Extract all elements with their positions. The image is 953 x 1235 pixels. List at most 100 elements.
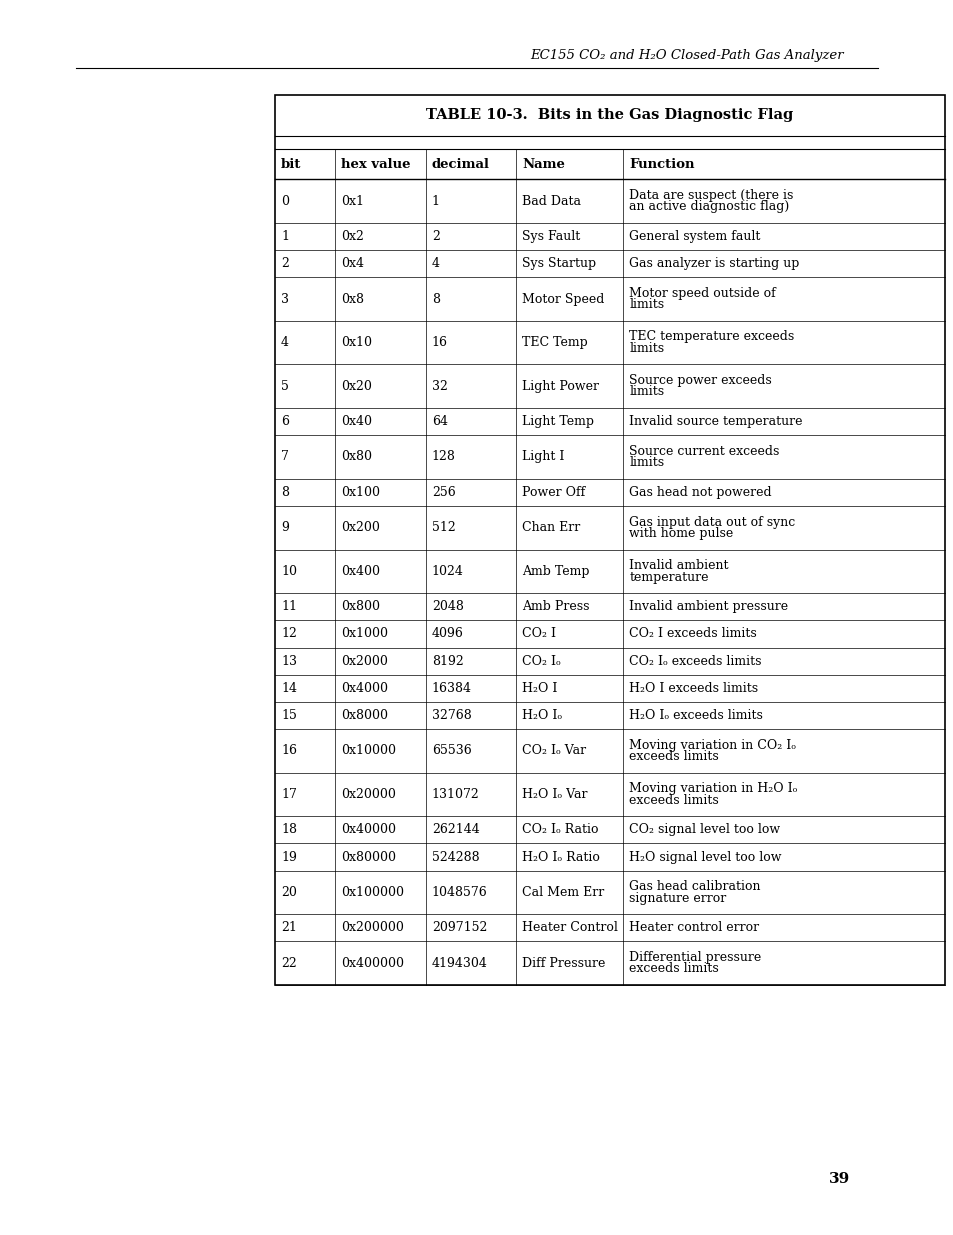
Text: 14: 14 [281, 682, 296, 695]
Text: 16: 16 [281, 745, 296, 757]
Text: 0x10000: 0x10000 [341, 745, 395, 757]
Text: CO₂ Iₒ Var: CO₂ Iₒ Var [521, 745, 586, 757]
Text: 16: 16 [432, 336, 447, 350]
Text: 19: 19 [281, 851, 296, 863]
Text: Name: Name [521, 158, 564, 170]
Text: Moving variation in CO₂ Iₒ: Moving variation in CO₂ Iₒ [629, 739, 796, 752]
Text: Source power exceeds: Source power exceeds [629, 374, 771, 387]
Text: Power Off: Power Off [521, 485, 585, 499]
Text: 131072: 131072 [432, 788, 479, 802]
Text: bit: bit [281, 158, 301, 170]
Text: 11: 11 [281, 600, 296, 614]
Text: 21: 21 [281, 921, 296, 935]
Text: with home pulse: with home pulse [629, 527, 733, 540]
Text: CO₂ I: CO₂ I [521, 627, 556, 641]
Text: Sys Fault: Sys Fault [521, 230, 579, 243]
Text: Heater Control: Heater Control [521, 921, 618, 935]
Text: 0x1: 0x1 [341, 195, 364, 207]
Text: 2: 2 [432, 230, 439, 243]
Text: Sys Startup: Sys Startup [521, 257, 596, 270]
Text: 1024: 1024 [432, 564, 463, 578]
Text: TEC Temp: TEC Temp [521, 336, 587, 350]
Text: H₂O Iₒ Ratio: H₂O Iₒ Ratio [521, 851, 599, 863]
Text: 39: 39 [828, 1172, 849, 1187]
Text: Cal Mem Err: Cal Mem Err [521, 885, 604, 899]
Text: Light Power: Light Power [521, 379, 598, 393]
Text: H₂O Iₒ: H₂O Iₒ [521, 709, 561, 722]
Text: 12: 12 [281, 627, 296, 641]
Text: 0x80000: 0x80000 [341, 851, 395, 863]
Text: 2048: 2048 [432, 600, 463, 614]
Text: 1: 1 [281, 230, 289, 243]
Text: 0x2: 0x2 [341, 230, 364, 243]
Text: 0x200: 0x200 [341, 521, 380, 535]
Text: Heater control error: Heater control error [629, 921, 759, 935]
Text: 8: 8 [432, 293, 439, 305]
Text: 0: 0 [281, 195, 289, 207]
Text: decimal: decimal [432, 158, 489, 170]
Text: Invalid ambient: Invalid ambient [629, 559, 728, 572]
Text: 22: 22 [281, 957, 296, 969]
Text: 10: 10 [281, 564, 296, 578]
Text: Chan Err: Chan Err [521, 521, 579, 535]
Text: 0x200000: 0x200000 [341, 921, 404, 935]
Text: 524288: 524288 [432, 851, 478, 863]
Text: 64: 64 [432, 415, 447, 429]
Text: hex value: hex value [341, 158, 411, 170]
Text: 4194304: 4194304 [432, 957, 487, 969]
Text: exceeds limits: exceeds limits [629, 750, 719, 763]
Text: 0x20: 0x20 [341, 379, 372, 393]
Text: 0x10: 0x10 [341, 336, 372, 350]
Text: 0x1000: 0x1000 [341, 627, 388, 641]
Text: 0x100000: 0x100000 [341, 885, 404, 899]
Text: 0x8: 0x8 [341, 293, 364, 305]
Text: Invalid ambient pressure: Invalid ambient pressure [629, 600, 788, 614]
Bar [274, 95, 944, 986]
Text: limits: limits [629, 299, 664, 311]
Text: 4: 4 [281, 336, 289, 350]
Text: Invalid source temperature: Invalid source temperature [629, 415, 802, 429]
Text: 2: 2 [281, 257, 289, 270]
Text: TABLE 10-3.  Bits in the Gas Diagnostic Flag: TABLE 10-3. Bits in the Gas Diagnostic F… [426, 109, 793, 122]
Text: 18: 18 [281, 824, 296, 836]
Text: 16384: 16384 [432, 682, 471, 695]
Text: signature error: signature error [629, 892, 726, 905]
Text: 0x400: 0x400 [341, 564, 380, 578]
Text: Source current exceeds: Source current exceeds [629, 445, 779, 458]
Text: Gas head not powered: Gas head not powered [629, 485, 771, 499]
Text: an active diagnostic flag): an active diagnostic flag) [629, 200, 789, 214]
Text: exceeds limits: exceeds limits [629, 794, 719, 806]
Text: 0x4: 0x4 [341, 257, 364, 270]
Text: 65536: 65536 [432, 745, 471, 757]
Text: Function: Function [629, 158, 694, 170]
Text: TEC temperature exceeds: TEC temperature exceeds [629, 331, 794, 343]
Text: 512: 512 [432, 521, 455, 535]
Text: 32768: 32768 [432, 709, 471, 722]
Text: 0x20000: 0x20000 [341, 788, 395, 802]
Text: 0x2000: 0x2000 [341, 655, 388, 668]
Text: CO₂ Iₒ exceeds limits: CO₂ Iₒ exceeds limits [629, 655, 761, 668]
Text: Moving variation in H₂O Iₒ: Moving variation in H₂O Iₒ [629, 782, 797, 795]
Text: 20: 20 [281, 885, 296, 899]
Text: 8: 8 [281, 485, 289, 499]
Text: Light I: Light I [521, 451, 564, 463]
Text: Gas head calibration: Gas head calibration [629, 881, 760, 893]
Text: EC155 CO₂ and H₂O Closed-Path Gas Analyzer: EC155 CO₂ and H₂O Closed-Path Gas Analyz… [530, 48, 842, 62]
Text: 0x80: 0x80 [341, 451, 372, 463]
Text: H₂O I exceeds limits: H₂O I exceeds limits [629, 682, 758, 695]
Text: CO₂ Iₒ: CO₂ Iₒ [521, 655, 560, 668]
Text: limits: limits [629, 385, 664, 399]
Text: temperature: temperature [629, 571, 708, 584]
Text: 4: 4 [432, 257, 439, 270]
Text: Amb Temp: Amb Temp [521, 564, 589, 578]
Text: Differential pressure: Differential pressure [629, 951, 760, 965]
Text: Motor Speed: Motor Speed [521, 293, 604, 305]
Text: 128: 128 [432, 451, 456, 463]
Text: 7: 7 [281, 451, 289, 463]
Text: 5: 5 [281, 379, 289, 393]
Text: 4096: 4096 [432, 627, 463, 641]
Text: 8192: 8192 [432, 655, 463, 668]
Text: limits: limits [629, 342, 664, 354]
Text: Gas analyzer is starting up: Gas analyzer is starting up [629, 257, 799, 270]
Text: Diff Pressure: Diff Pressure [521, 957, 605, 969]
